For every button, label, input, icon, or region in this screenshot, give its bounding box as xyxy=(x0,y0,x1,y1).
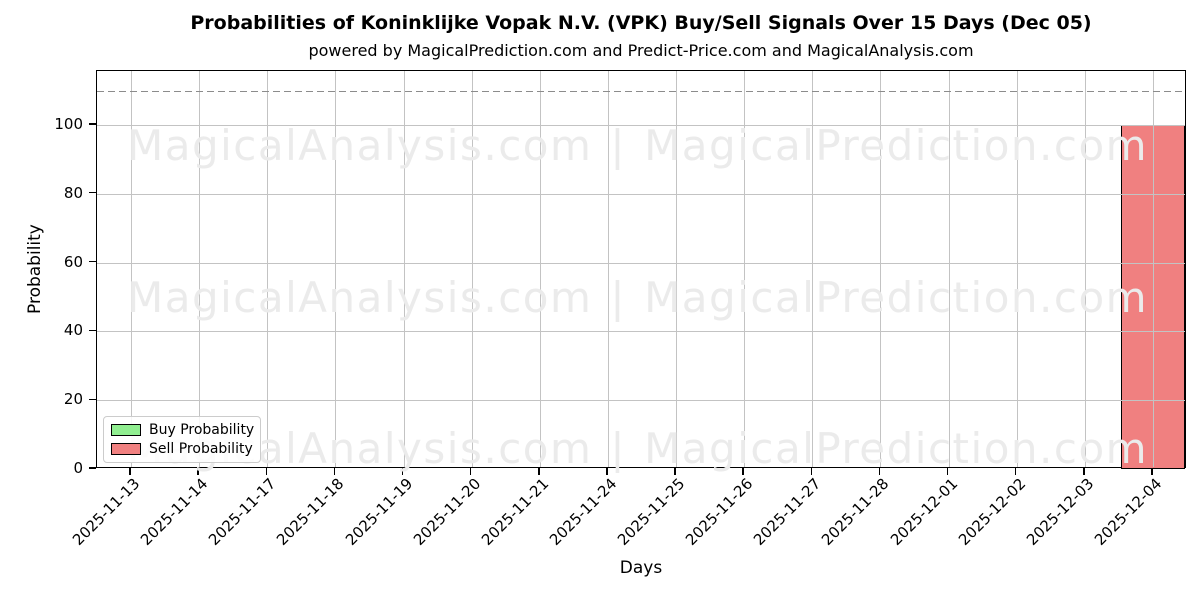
gridline-vertical xyxy=(948,71,950,467)
gridline-vertical xyxy=(880,71,882,467)
legend-entry: Buy Probability xyxy=(111,423,254,437)
gridline-vertical xyxy=(812,71,814,467)
legend-swatch-buy-probability xyxy=(111,424,141,436)
dashed-threshold-line xyxy=(97,90,1185,92)
y-axis-label: Probability xyxy=(25,224,45,314)
y-tick-mark xyxy=(89,260,96,263)
x-tick-label: 2025-12-04 xyxy=(1090,474,1166,549)
legend-label: Sell Probability xyxy=(149,441,253,457)
gridline-vertical xyxy=(1152,71,1154,467)
x-tick-label: 2025-11-25 xyxy=(613,474,689,549)
watermark-text: MagicalAnalysis.com | MagicalPrediction.co… xyxy=(127,277,1148,319)
x-tick-label: 2025-11-18 xyxy=(273,474,348,549)
y-tick-label: 60 xyxy=(63,252,83,271)
chart-title: Probabilities of Koninklijke Vopak N.V. … xyxy=(190,12,1092,34)
x-tick-label: 2025-12-03 xyxy=(1022,474,1098,549)
x-tick-mark xyxy=(333,468,336,475)
x-tick-mark xyxy=(810,468,812,475)
watermark-text: MagicalAnalysis.com xyxy=(127,273,593,322)
y-tick-mark xyxy=(89,123,96,125)
gridline-vertical xyxy=(471,71,473,467)
legend-label: Buy Probability xyxy=(149,422,255,438)
gridline-horizontal xyxy=(97,125,1185,126)
x-tick-label: 2025-11-28 xyxy=(818,474,893,549)
watermark-text: | xyxy=(610,121,627,170)
gridline-horizontal xyxy=(97,331,1185,333)
x-tick-mark xyxy=(946,468,949,475)
watermark-text: MagicalAnalysis.com | MagicalPrediction.co… xyxy=(127,428,1148,470)
y-tick-mark xyxy=(89,192,96,194)
watermark-text: MagicalPrediction.com xyxy=(644,424,1149,473)
x-tick-mark xyxy=(1151,468,1153,475)
x-tick-mark xyxy=(674,468,676,475)
legend-swatch-sell-probability xyxy=(111,443,141,455)
y-tick-label: 40 xyxy=(63,321,83,340)
x-axis-label: Days xyxy=(619,558,663,578)
x-tick-mark xyxy=(742,468,744,475)
y-tick-label: 100 xyxy=(54,115,83,133)
x-tick-label: 2025-11-14 xyxy=(137,474,212,549)
gridline-vertical xyxy=(744,71,746,467)
x-tick-mark xyxy=(197,468,199,475)
y-tick-mark xyxy=(89,329,96,332)
gridline-vertical xyxy=(1084,71,1086,467)
gridline-vertical xyxy=(131,71,133,467)
y-tick-label: 20 xyxy=(63,390,83,409)
watermark-text: | xyxy=(610,424,627,473)
x-tick-label: 2025-11-26 xyxy=(682,474,757,549)
x-tick-label: 2025-12-01 xyxy=(886,474,961,549)
x-tick-mark xyxy=(265,468,267,475)
watermark-text: MagicalAnalysis.com xyxy=(127,121,593,170)
plot-area: MagicalAnalysis.com | MagicalPrediction.co… xyxy=(96,70,1186,470)
x-tick-label: 2025-11-21 xyxy=(477,474,553,549)
gridline-vertical xyxy=(676,71,678,467)
gridline-vertical xyxy=(539,71,541,467)
x-tick-mark xyxy=(538,468,540,475)
x-tick-mark xyxy=(469,468,472,475)
x-tick-mark xyxy=(606,468,608,475)
x-tick-label: 2025-11-24 xyxy=(545,474,621,549)
gridline-vertical xyxy=(199,71,201,467)
gridline-horizontal xyxy=(97,400,1185,402)
bar-sell-probability xyxy=(1120,125,1185,469)
x-tick-mark xyxy=(129,468,131,475)
watermark-text: MagicalPrediction.com xyxy=(644,273,1149,322)
x-tick-mark xyxy=(878,468,881,475)
x-tick-mark xyxy=(1014,468,1017,475)
x-tick-mark xyxy=(1083,468,1085,475)
gridline-vertical xyxy=(1016,71,1018,467)
y-tick-mark xyxy=(89,467,96,469)
gridline-vertical xyxy=(607,71,609,467)
legend-entry: Sell Probability xyxy=(111,441,253,457)
gridline-vertical xyxy=(403,71,405,467)
x-tick-label: 2025-12-02 xyxy=(954,474,1030,549)
chart-subtitle: powered by MagicalPrediction.com and Pre… xyxy=(308,41,974,60)
x-tick-label: 2025-11-17 xyxy=(205,474,280,549)
watermark-text: MagicalPrediction.com xyxy=(644,121,1149,170)
y-tick-label: 0 xyxy=(73,459,83,477)
watermark-text: MagicalAnalysis.com | MagicalPrediction.co… xyxy=(127,125,1148,167)
legend: Buy Probability Sell Probability xyxy=(103,416,261,463)
watermark-text: | xyxy=(610,273,627,322)
x-tick-label: 2025-11-27 xyxy=(750,474,825,549)
y-tick-label: 80 xyxy=(63,183,83,202)
gridline-vertical xyxy=(267,71,269,467)
gridline-vertical xyxy=(335,71,337,467)
gridline-horizontal xyxy=(97,193,1185,195)
x-tick-label: 2025-11-13 xyxy=(68,474,144,549)
y-tick-mark xyxy=(89,398,96,400)
x-tick-label: 2025-11-20 xyxy=(409,474,485,549)
x-tick-label: 2025-11-19 xyxy=(341,474,416,549)
x-tick-mark xyxy=(401,468,404,475)
gridline-horizontal xyxy=(97,262,1185,264)
